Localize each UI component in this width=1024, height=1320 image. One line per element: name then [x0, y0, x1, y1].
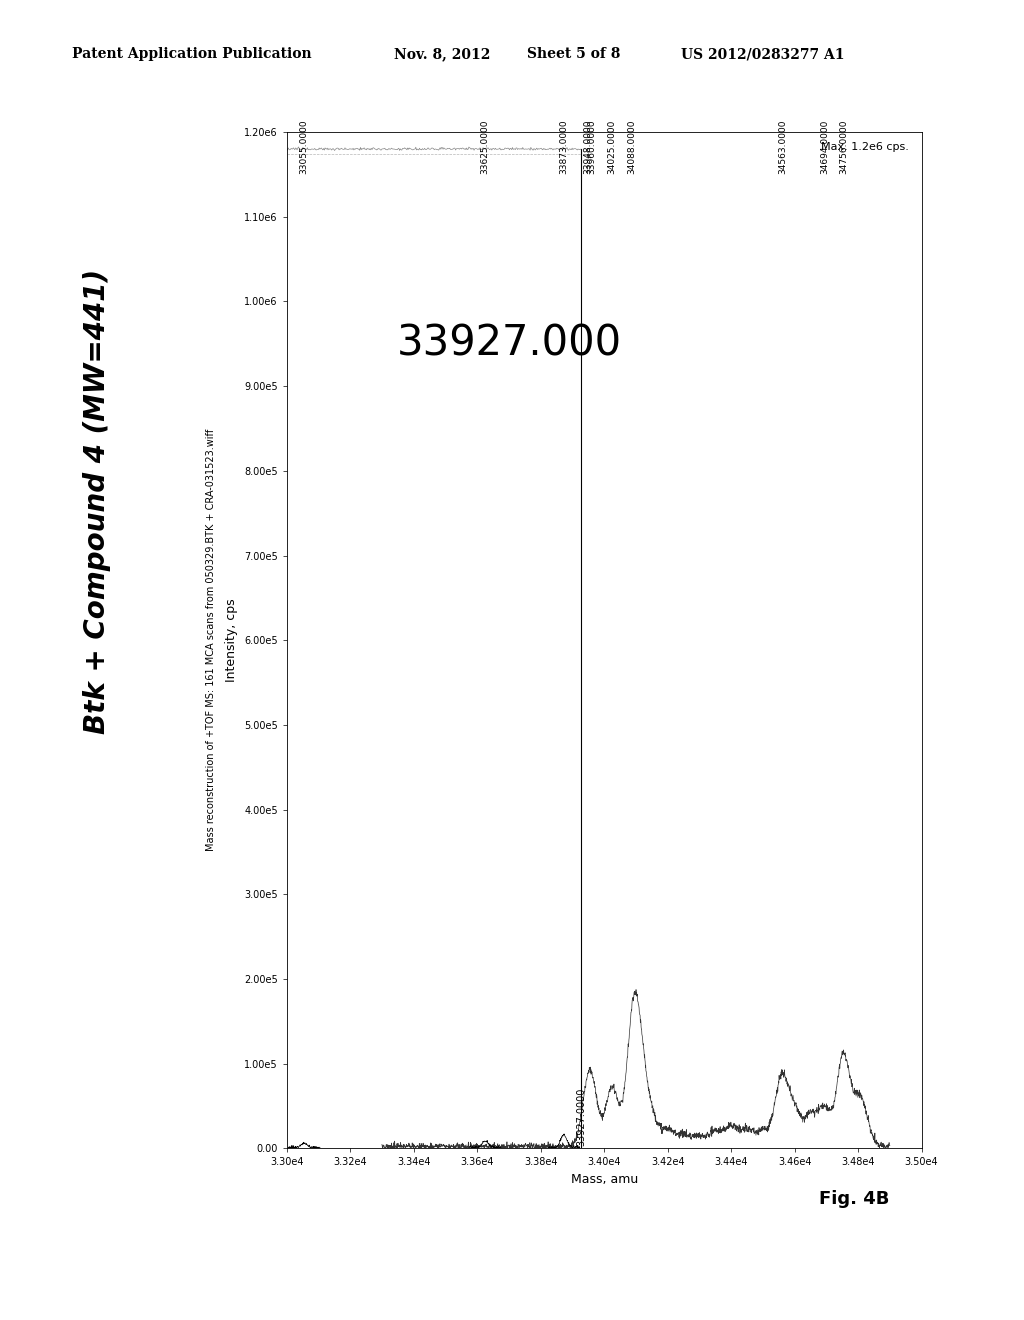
Text: 33927.0000: 33927.0000 [575, 1088, 586, 1146]
Text: Btk + Compound 4 (MW=441): Btk + Compound 4 (MW=441) [83, 269, 112, 734]
Text: 33927.000: 33927.000 [396, 323, 622, 364]
Text: Nov. 8, 2012: Nov. 8, 2012 [394, 48, 490, 61]
Text: 34563.0000: 34563.0000 [778, 120, 787, 174]
Text: 33625.0000: 33625.0000 [480, 120, 489, 174]
Text: Sheet 5 of 8: Sheet 5 of 8 [527, 48, 621, 61]
Text: Patent Application Publication: Patent Application Publication [72, 48, 311, 61]
Text: Max. 1.2e6 cps.: Max. 1.2e6 cps. [821, 143, 909, 152]
Text: Fig. 4B: Fig. 4B [819, 1189, 890, 1208]
Text: 34756.0000: 34756.0000 [840, 120, 849, 174]
X-axis label: Mass, amu: Mass, amu [570, 1173, 638, 1185]
Text: 33960.0000: 33960.0000 [587, 120, 596, 174]
Text: 34088.0000: 34088.0000 [628, 120, 637, 174]
Text: 33948.0000: 33948.0000 [583, 120, 592, 174]
Text: 33055.0000: 33055.0000 [300, 120, 308, 174]
Text: 34025.0000: 34025.0000 [607, 120, 616, 174]
Text: US 2012/0283277 A1: US 2012/0283277 A1 [681, 48, 845, 61]
Text: 34694.0000: 34694.0000 [820, 120, 829, 174]
Text: 33873.0000: 33873.0000 [559, 120, 568, 174]
Y-axis label: Intensity, cps: Intensity, cps [225, 598, 239, 682]
Text: Mass reconstruction of +TOF MS: 161 MCA scans from 050329.BTK + CRA-031523.wiff: Mass reconstruction of +TOF MS: 161 MCA … [206, 429, 215, 851]
